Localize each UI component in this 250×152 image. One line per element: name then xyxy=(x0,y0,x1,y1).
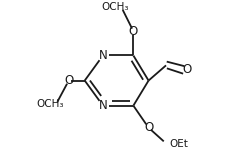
Text: O: O xyxy=(144,121,153,134)
Text: N: N xyxy=(98,49,107,62)
Text: OCH₃: OCH₃ xyxy=(36,99,64,109)
Text: OEt: OEt xyxy=(169,139,188,149)
Text: OCH₃: OCH₃ xyxy=(101,2,129,12)
Text: O: O xyxy=(182,63,191,76)
Text: O: O xyxy=(64,74,74,87)
Text: N: N xyxy=(98,99,107,112)
Text: O: O xyxy=(129,25,138,38)
